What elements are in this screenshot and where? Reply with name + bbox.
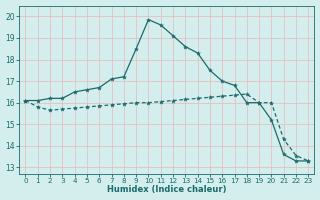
X-axis label: Humidex (Indice chaleur): Humidex (Indice chaleur) xyxy=(107,185,227,194)
